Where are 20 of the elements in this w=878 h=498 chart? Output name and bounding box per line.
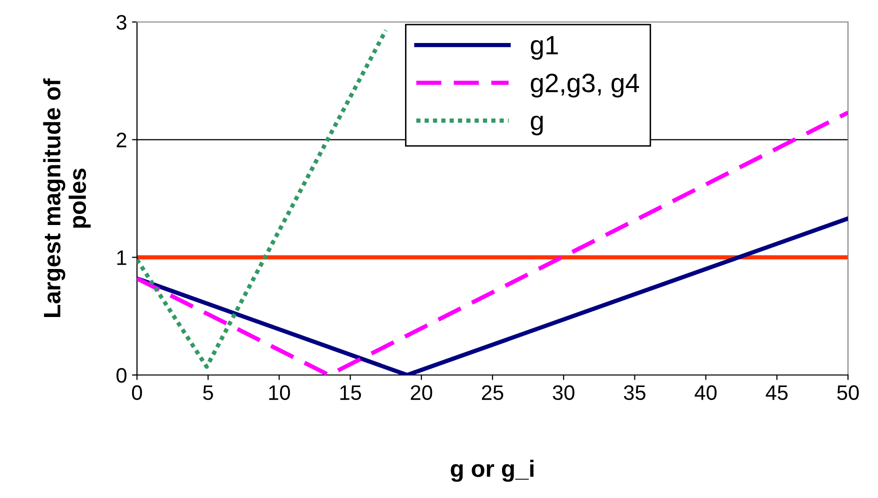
x-tick-label: 40	[694, 385, 717, 400]
x-tick-label: 15	[340, 385, 362, 400]
x-tick-label: 0	[132, 385, 142, 400]
x-tick-label: 50	[837, 385, 859, 400]
legend-label: g2,g3, g4	[530, 74, 640, 98]
x-tick-label: 5	[203, 385, 214, 400]
y-tick-label: 0	[116, 368, 126, 383]
legend-label: g1	[530, 36, 558, 60]
y-tick-label: 1	[117, 250, 126, 265]
y-axis-title: Largest magnitude of poles	[43, 78, 91, 317]
x-tick-label: 10	[269, 385, 290, 400]
y-tick-label: 3	[116, 15, 126, 30]
legend-label: g	[530, 116, 543, 136]
x-tick-label: 30	[552, 385, 574, 400]
x-tick-label: 20	[410, 385, 432, 400]
x-tick-label: 25	[482, 385, 504, 400]
x-axis-title: g or g_i	[450, 460, 534, 482]
x-tick-label: 45	[766, 385, 788, 400]
y-tick-label: 2	[116, 132, 126, 148]
x-tick-label: 35	[624, 385, 646, 400]
